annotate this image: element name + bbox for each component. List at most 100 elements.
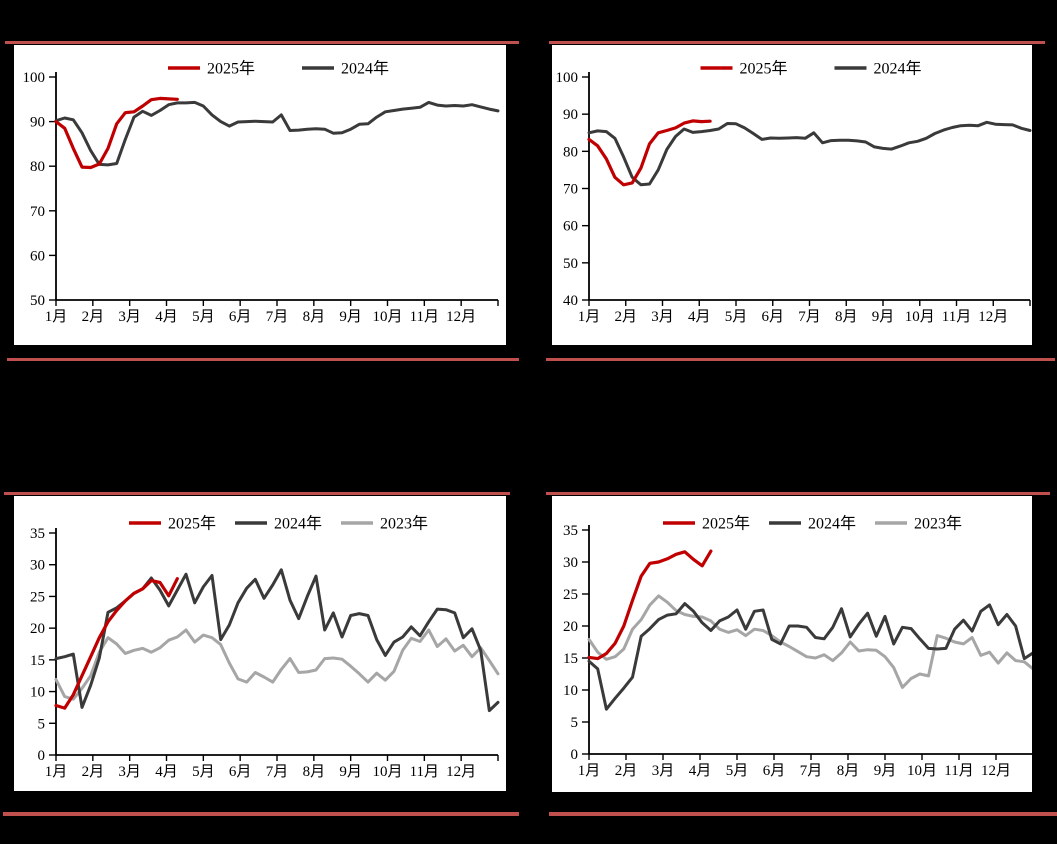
x-tick-label: 10月	[905, 309, 935, 325]
y-tick-label: 0	[38, 748, 46, 764]
y-tick-label: 15	[30, 653, 45, 669]
series-2025-line	[54, 96, 179, 170]
x-tick-label: 6月	[763, 763, 786, 779]
legend-2024-label: 2024年	[874, 60, 922, 78]
x-tick-label: 2月	[82, 309, 105, 325]
series-2024-line	[54, 568, 500, 713]
y-tick-label: 60	[563, 219, 578, 235]
y-tick-label: 15	[563, 651, 578, 667]
x-tick-label: 12月	[981, 763, 1011, 779]
legend-2023-label: 2023年	[914, 515, 962, 533]
series-2024-line	[587, 120, 1032, 187]
y-tick-label: 70	[30, 204, 45, 220]
y-tick-label: 70	[563, 182, 578, 198]
chart-panel-top-right: 40 50 60 70 80 90 100 1月 2月 3月 4月 5月 6月 7月 8月 9月 10月 11月 1…	[552, 45, 1032, 345]
legend-2025-label: 2025年	[168, 515, 216, 533]
legend-2023-label: 2023年	[380, 515, 428, 533]
x-tick-label: 3月	[118, 309, 141, 325]
x-tick-label: 2月	[614, 309, 637, 325]
y-tick-label: 30	[30, 558, 45, 574]
line-chart-top-right: 40 50 60 70 80 90 100 1月 2月 3月 4月 5月 6月 7月 8月 9月 10月 11月 1…	[556, 60, 1032, 325]
figure-rule-bottom-left-header	[4, 492, 510, 495]
x-tick-label: 4月	[155, 309, 178, 325]
y-tick-label: 35	[563, 523, 578, 539]
y-tick-label: 35	[30, 526, 45, 542]
x-tick-label: 8月	[837, 763, 860, 779]
x-tick-label: 1月	[45, 764, 68, 780]
y-tick-label: 50	[563, 256, 578, 272]
series-2024-line	[54, 100, 500, 167]
chart-panel-bottom-right: 0 5 10 15 20 25 30 35 1月 2月 3月 4月 5月 6月 7月 8月 9月 10月 11月 12…	[552, 496, 1032, 792]
legend-2024-label: 2024年	[808, 515, 856, 533]
figure-rule-top-right-footer	[546, 358, 1055, 361]
y-tick-label: 25	[30, 589, 45, 605]
x-tick-label: 8月	[835, 309, 858, 325]
figure-rule-bottom-right-footer	[549, 812, 1057, 816]
series-2024-line	[587, 602, 1032, 711]
x-tick-label: 7月	[798, 309, 821, 325]
x-tick-label: 2月	[82, 764, 105, 780]
figure-rule-top-left-footer	[7, 358, 519, 361]
x-tick-label: 5月	[725, 309, 748, 325]
x-tick-label: 5月	[192, 309, 215, 325]
x-tick-label: 10月	[907, 763, 937, 779]
x-tick-label: 8月	[303, 309, 326, 325]
y-tick-label: 20	[563, 619, 578, 635]
figure-rule-bottom-left-footer	[3, 812, 519, 816]
x-tick-label: 9月	[339, 764, 362, 780]
x-tick-label: 5月	[192, 764, 215, 780]
x-tick-label: 3月	[652, 763, 675, 779]
x-tick-label: 4月	[689, 763, 712, 779]
x-tick-label: 10月	[372, 764, 402, 780]
x-tick-label: 12月	[978, 309, 1008, 325]
line-chart-top-left: 50 60 70 80 90 100 1月 2月 3月 4月 5月 6月 7月 8月 9月 10月 11月 12月…	[23, 60, 500, 325]
y-tick-label: 0	[571, 747, 579, 763]
series-2025-line	[587, 119, 712, 187]
y-tick-label: 5	[38, 716, 46, 732]
x-tick-label: 1月	[45, 309, 68, 325]
x-tick-label: 3月	[651, 309, 674, 325]
x-tick-label: 7月	[266, 764, 289, 780]
x-tick-label: 9月	[872, 309, 895, 325]
x-tick-label: 3月	[118, 764, 141, 780]
y-tick-label: 30	[563, 555, 578, 571]
y-tick-label: 80	[30, 159, 45, 175]
legend-2025-label: 2025年	[702, 515, 750, 533]
figure-rule-bottom-right-header	[546, 492, 1050, 495]
series-2025-line	[587, 549, 713, 661]
y-tick-label: 50	[30, 293, 45, 309]
x-tick-label: 9月	[339, 309, 362, 325]
x-tick-label: 6月	[761, 309, 784, 325]
y-tick-label: 60	[30, 248, 45, 264]
series-2025-line	[54, 577, 179, 710]
chart-panel-bottom-left: 0 5 10 15 20 25 30 35 1月 2月 3月 4月 5月 6月 7月 8月 9月 10月 11月 12…	[14, 496, 506, 791]
y-tick-label: 80	[563, 144, 578, 160]
x-tick-label: 8月	[303, 764, 326, 780]
chart-panel-top-left: 50 60 70 80 90 100 1月 2月 3月 4月 5月 6月 7月 8月 9月 10月 11月 12月…	[14, 45, 506, 345]
x-tick-label: 11月	[410, 764, 439, 780]
x-tick-label: 1月	[578, 763, 601, 779]
x-tick-label: 11月	[944, 763, 973, 779]
line-chart-bottom-left: 0 5 10 15 20 25 30 35 1月 2月 3月 4月 5月 6月 7月 8月 9月 10月 11月 12…	[30, 515, 500, 780]
x-tick-label: 11月	[942, 309, 971, 325]
figure-rule-top-left-header	[5, 41, 519, 44]
x-tick-label: 6月	[229, 309, 252, 325]
x-tick-label: 7月	[266, 309, 289, 325]
x-tick-label: 10月	[372, 309, 402, 325]
figure-rule-top-right-header	[549, 41, 1045, 44]
series-2023-line	[587, 594, 1032, 689]
legend-2025-label: 2025年	[207, 60, 255, 78]
legend-2024-label: 2024年	[341, 60, 389, 78]
y-tick-label: 100	[556, 70, 579, 86]
y-tick-label: 5	[571, 715, 579, 731]
series-2023-line	[54, 628, 500, 701]
x-tick-label: 4月	[155, 764, 178, 780]
y-tick-label: 10	[563, 683, 578, 699]
y-tick-label: 90	[30, 115, 45, 131]
y-tick-label: 100	[23, 70, 46, 86]
x-tick-label: 2月	[615, 763, 638, 779]
x-tick-label: 12月	[446, 309, 476, 325]
x-tick-label: 4月	[688, 309, 711, 325]
x-tick-label: 6月	[229, 764, 252, 780]
